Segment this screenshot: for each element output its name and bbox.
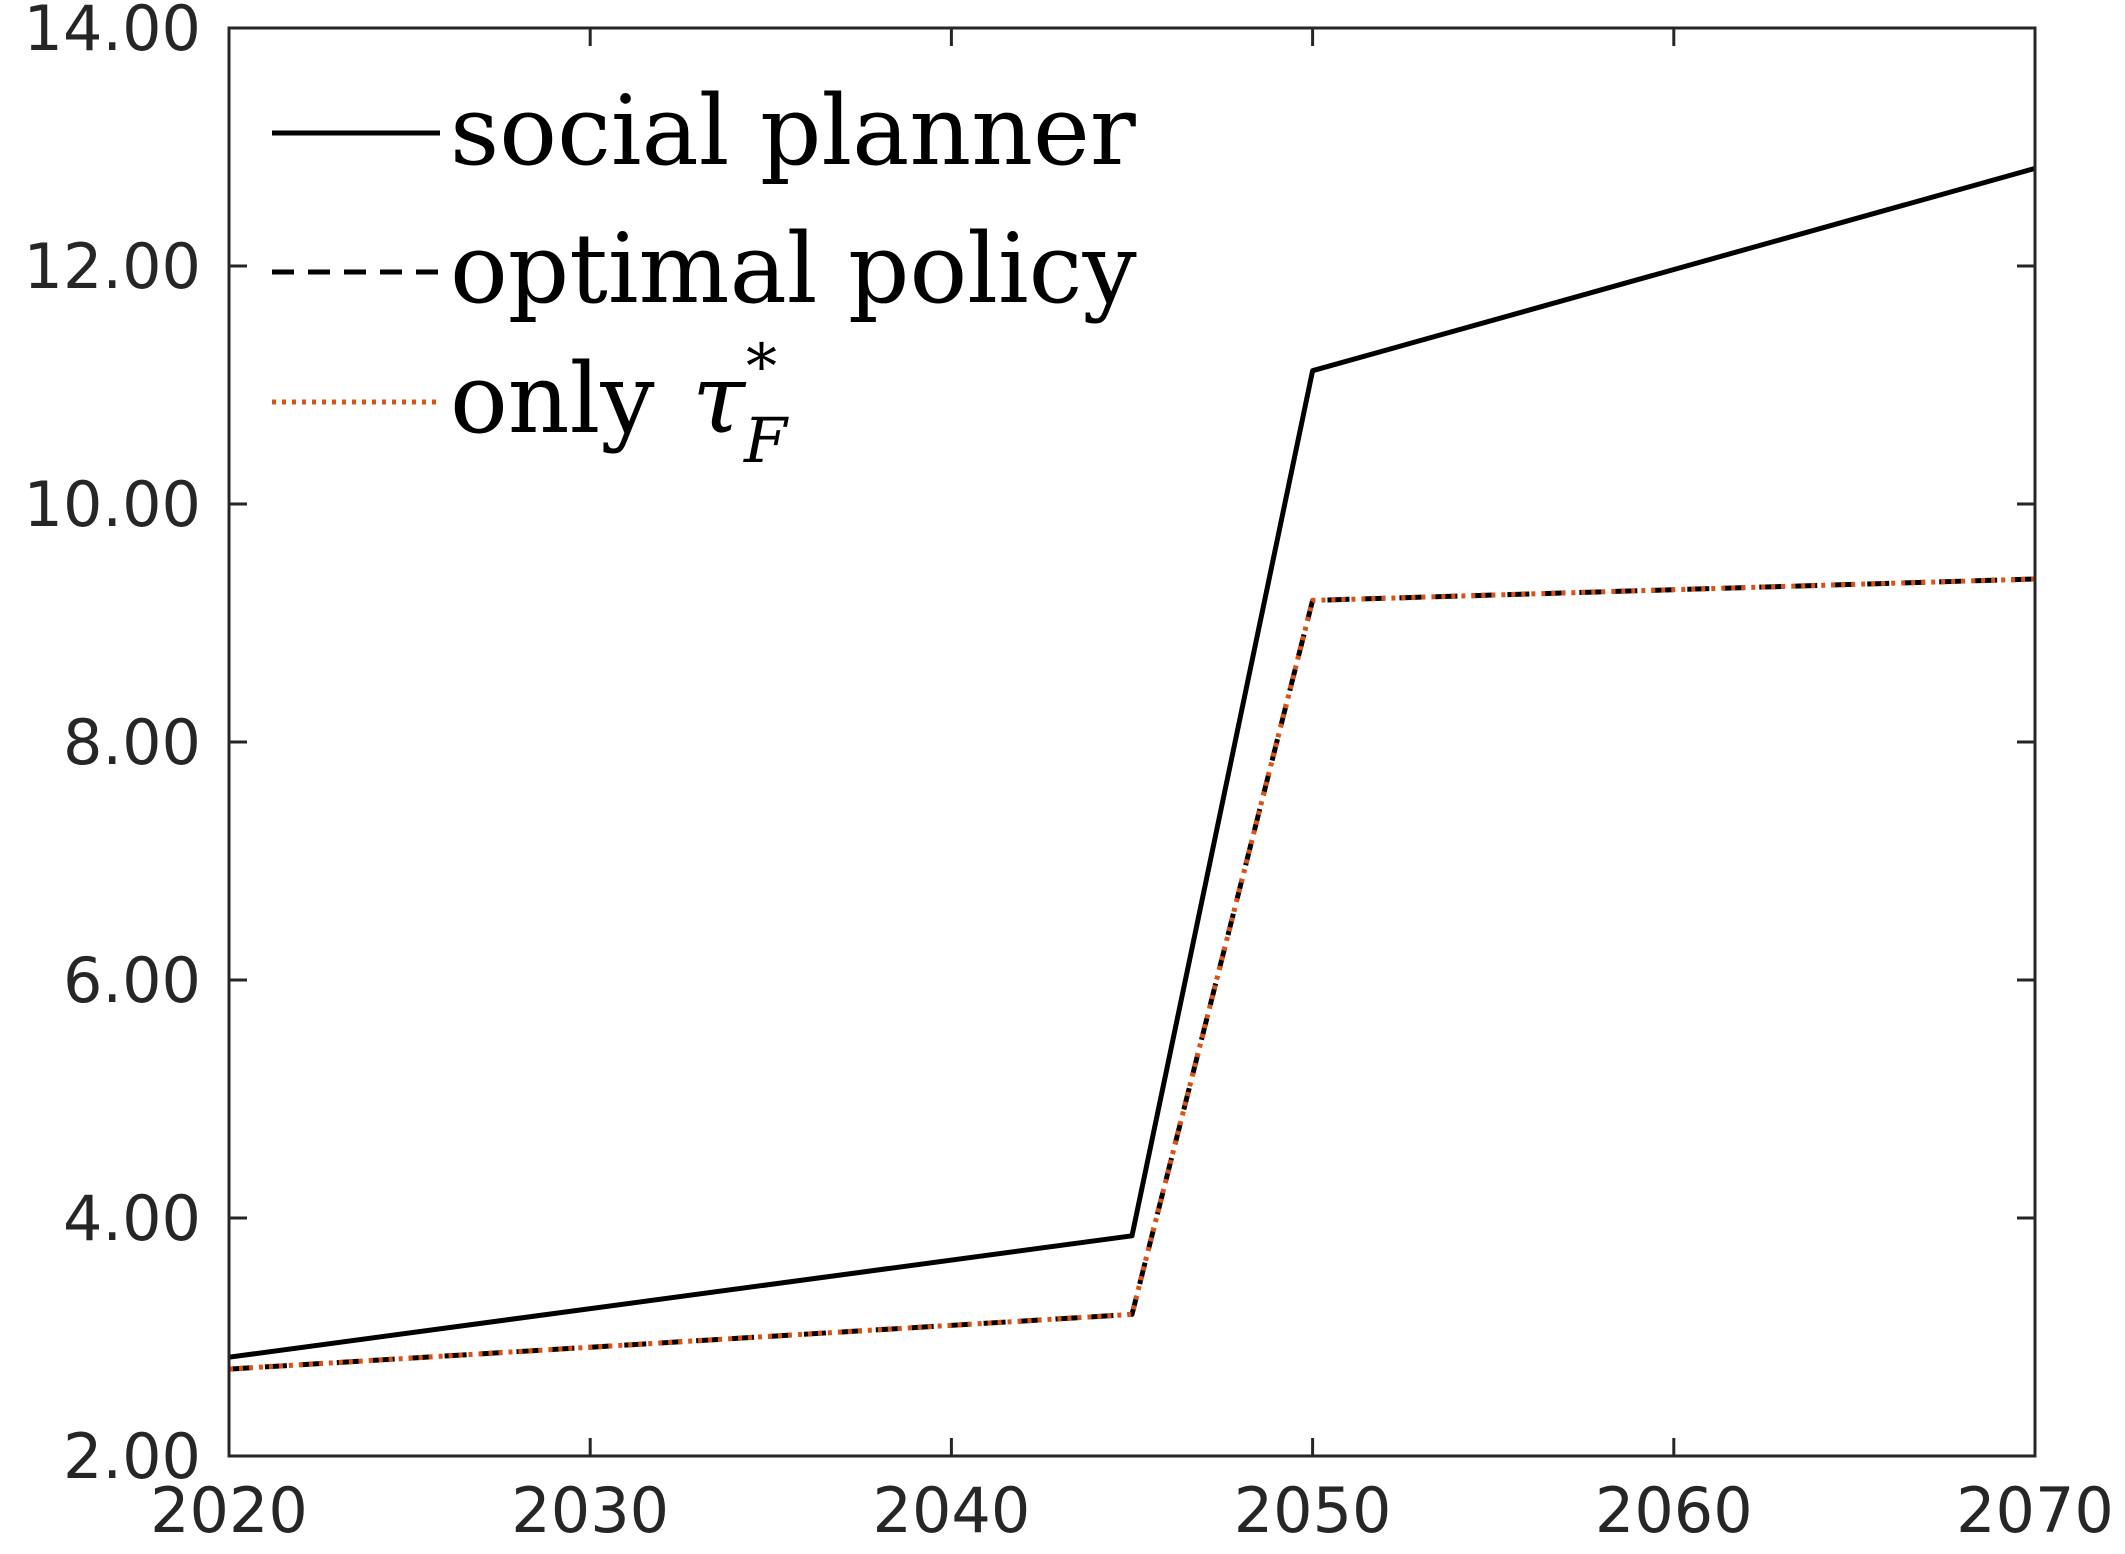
legend-subscript-f: F xyxy=(743,404,789,477)
y-tick-label: 8.00 xyxy=(63,706,201,779)
y-tick-label: 14.00 xyxy=(24,0,202,65)
series-lines xyxy=(228,165,2036,1372)
legend-label-optimal-policy: optimal policy xyxy=(450,213,1137,325)
y-tick-label: 2.00 xyxy=(63,1420,201,1493)
series-line-only-tau-f xyxy=(228,576,2036,1372)
legend-label-only-word: only xyxy=(450,343,655,455)
x-tick-label: 2070 xyxy=(1956,1474,2114,1547)
x-axis-tick-labels: 2020 2030 2040 2050 2060 2070 xyxy=(150,1474,2114,1547)
y-tick-label: 12.00 xyxy=(24,230,202,303)
series-line-social-planner xyxy=(228,165,2036,1360)
legend-label-social-planner: social planner xyxy=(450,75,1136,187)
x-tick-label: 2020 xyxy=(150,1474,308,1547)
y-tick-label: 10.00 xyxy=(24,468,202,541)
plot-area xyxy=(229,28,2035,1456)
legend-label-only-tau-f: only xyxy=(450,343,655,455)
x-tick-label: 2040 xyxy=(873,1474,1031,1547)
y-axis-tick-labels: 2.00 4.00 6.00 8.00 10.00 12.00 14.00 xyxy=(24,0,202,1493)
x-tick-label: 2050 xyxy=(1234,1474,1392,1547)
axes-box xyxy=(227,26,2037,1458)
y-tick-label: 6.00 xyxy=(63,944,201,1017)
x-tick-label: 2060 xyxy=(1595,1474,1753,1547)
legend-superscript-star: * xyxy=(746,330,777,403)
legend: social planner optimal policy only τ F * xyxy=(272,75,1137,477)
legend-symbol-tau: τ xyxy=(692,343,747,455)
x-tick-label: 2030 xyxy=(511,1474,669,1547)
y-tick-label: 4.00 xyxy=(63,1182,201,1255)
